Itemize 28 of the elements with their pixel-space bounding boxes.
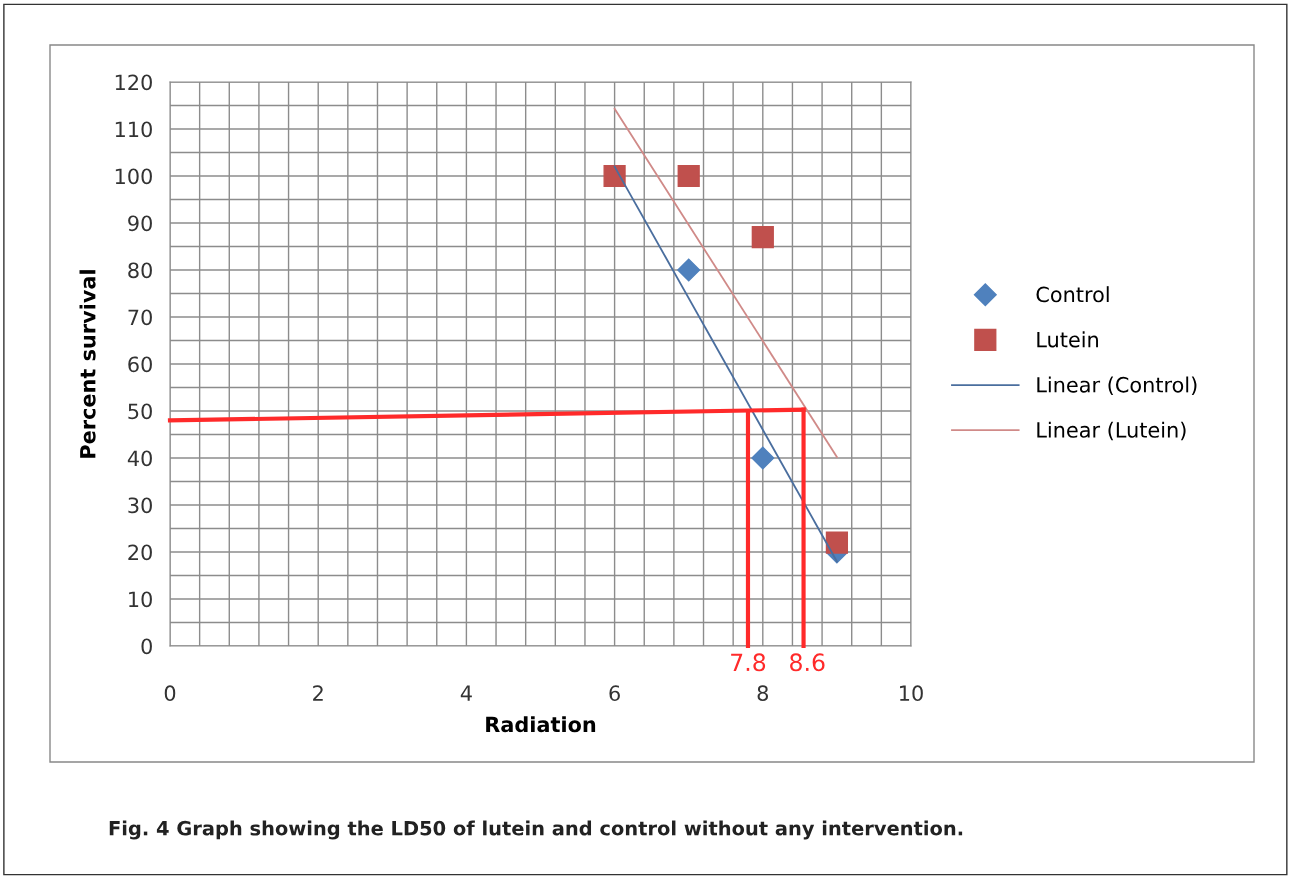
caption: Fig. 4 Graph showing the LD50 of lutein and control without any intervention.	[109, 820, 963, 840]
legend-label: Lutein	[1037, 331, 1098, 348]
x-tick-label: 0	[164, 685, 176, 702]
y-tick-label: 40	[127, 450, 152, 467]
x-tick-label: 8	[757, 685, 768, 702]
y-tick-label: 50	[128, 403, 152, 420]
y-tick-label: 20	[128, 544, 152, 561]
x-tick-label: 2	[313, 685, 323, 701]
y-tick-label: 120	[115, 74, 152, 91]
annotation: 7.8	[731, 653, 766, 672]
y-axis-title: Percent survival	[79, 270, 96, 458]
annotation: 8.6	[790, 653, 825, 672]
y-tick-label: 10	[129, 591, 152, 608]
y-tick-label: 100	[115, 168, 152, 185]
y-tick-label: 110	[115, 121, 152, 138]
y-tick-label: 90	[128, 215, 152, 232]
legend-label: Linear (Control)	[1037, 376, 1197, 396]
legend-label: Control	[1036, 286, 1109, 303]
x-tick-label: 4	[460, 685, 472, 701]
legend-label: Linear (Lutein)	[1037, 421, 1186, 441]
y-tick-label: 30	[128, 497, 152, 514]
y-tick-label: 80	[128, 262, 152, 279]
x-tick-label: 6	[609, 685, 620, 702]
y-tick-label: 70	[128, 309, 152, 326]
y-tick-label: 0	[141, 638, 152, 655]
y-tick-label: 60	[128, 356, 152, 373]
x-tick-label: 10	[900, 685, 923, 702]
x-axis-title: Radiation	[486, 716, 596, 733]
